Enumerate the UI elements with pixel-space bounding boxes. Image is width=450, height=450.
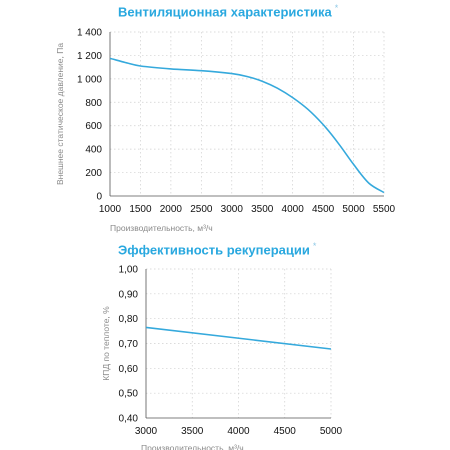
chart2-x-tick-label: 5000 xyxy=(320,426,343,437)
chart1-y-tick-label: 200 xyxy=(85,168,102,179)
chart2-y-tick-label: 0,90 xyxy=(119,289,139,300)
chart1-x-tick-label: 3500 xyxy=(251,204,274,215)
chart2-y-axis-label: КПД по теплоте, % xyxy=(101,306,111,381)
chart2-x-tick-label: 4000 xyxy=(227,426,250,437)
chart1-x-tick-label: 3000 xyxy=(221,204,244,215)
chart1-y-tick-label: 800 xyxy=(85,98,102,109)
chart1-x-tick-label: 1000 xyxy=(99,204,122,215)
chart1-y-tick-label: 400 xyxy=(85,145,102,156)
chart2-y-tick-label: 0,80 xyxy=(119,314,139,325)
chart1-x-tick-label: 5000 xyxy=(342,204,365,215)
chart2-x-tick-label: 3500 xyxy=(181,426,204,437)
chart2-y-tick-label: 0,50 xyxy=(119,389,139,400)
chart1-y-axis-label: Внешнее статическое давление, Па xyxy=(55,43,65,185)
chart1-x-tick-label: 5500 xyxy=(373,204,396,215)
chart1-y-tick-label: 1 000 xyxy=(77,74,102,85)
chart1-x-tick-label: 1500 xyxy=(129,204,152,215)
chart1-x-tick-label: 2500 xyxy=(190,204,213,215)
chart1-x-axis-label: Производительность, м³/ч xyxy=(110,223,213,233)
chart1-x-tick-label: 4500 xyxy=(312,204,335,215)
chart2-x-axis-label: Производительность, м³/ч xyxy=(141,443,244,450)
chart1-y-tick-label: 1 200 xyxy=(77,51,102,62)
chart2-x-tick-label: 4500 xyxy=(274,426,297,437)
chart2-x-tick-label: 3000 xyxy=(135,426,158,437)
chart1-x-tick-label: 2000 xyxy=(160,204,183,215)
chart1-x-tick-label: 4000 xyxy=(282,204,305,215)
chart2-y-tick-label: 0,40 xyxy=(119,414,139,425)
chart2-y-tick-label: 1,00 xyxy=(119,265,139,276)
chart1-y-tick-label: 0 xyxy=(96,192,102,203)
chart1-y-tick-label: 1 400 xyxy=(77,28,102,39)
chart2-y-tick-label: 0,60 xyxy=(119,364,139,375)
chart1-y-tick-label: 600 xyxy=(85,121,102,132)
chart2-y-tick-label: 0,70 xyxy=(119,339,139,350)
